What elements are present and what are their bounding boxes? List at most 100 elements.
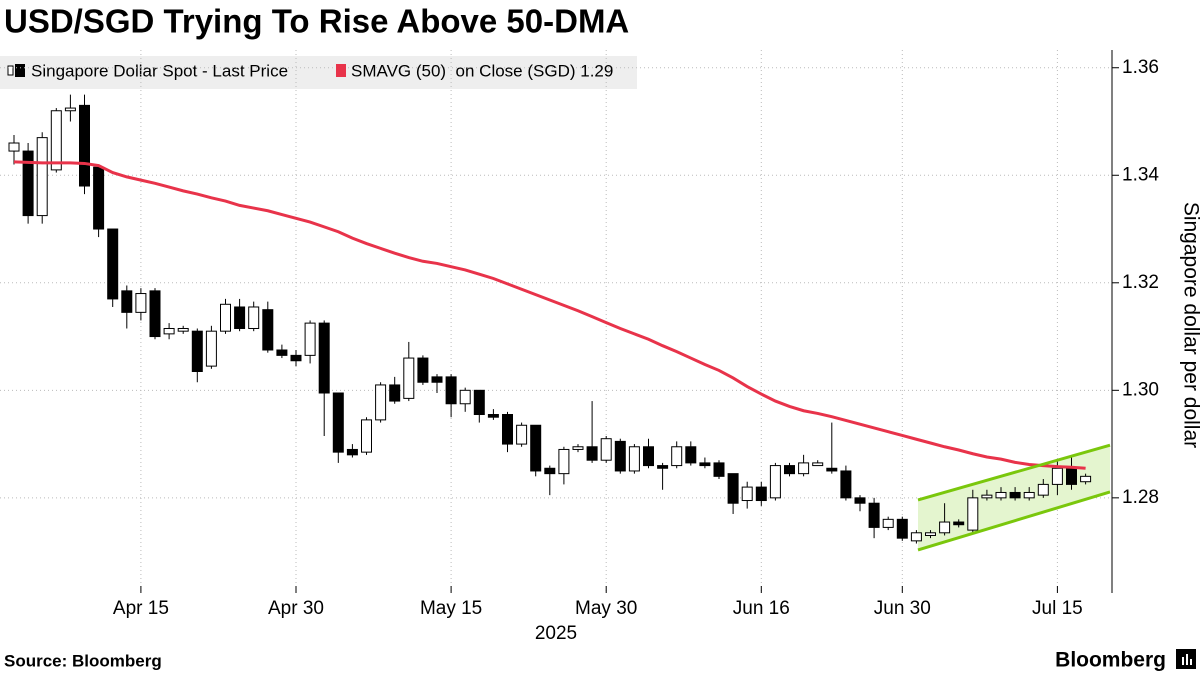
source: Source: Bloomberg (4, 651, 162, 670)
candle-body (135, 293, 147, 313)
y-tick-label: 1.36 (1122, 57, 1159, 78)
candle-body (473, 389, 485, 416)
candle-body (403, 357, 415, 399)
brand-icon-bar (1190, 659, 1192, 665)
candle-body (361, 419, 372, 453)
candle-body (530, 424, 542, 472)
y-tick-label: 1.28 (1122, 487, 1159, 508)
candle-body (375, 384, 387, 421)
chart-title: USD/SGD Trying To Rise Above 50-DMA (4, 3, 629, 40)
legend-label: SMAVG (50) on Close (SGD) 1.29 (351, 61, 613, 80)
candle-body (586, 446, 598, 461)
candle-body (431, 376, 443, 383)
candle-body (332, 392, 344, 453)
brand: Bloomberg (1055, 649, 1166, 672)
candle-body (8, 142, 20, 152)
candle-body (346, 448, 358, 456)
candle-body (826, 467, 838, 472)
x-tick-label: Jun 30 (874, 598, 931, 619)
candle-body (812, 462, 824, 467)
candle-body (953, 521, 965, 526)
candle-body (79, 104, 90, 187)
candle-body (558, 448, 570, 475)
candle-body (769, 465, 781, 499)
candle-body (220, 303, 231, 332)
candle-body (36, 137, 48, 217)
candle-body (727, 473, 739, 504)
candle-body (939, 521, 951, 534)
candle-body (22, 150, 34, 217)
y-tick-label: 1.32 (1122, 272, 1159, 293)
candle-body (981, 494, 993, 499)
candle-body (304, 322, 316, 356)
candle-body (925, 532, 936, 536)
x-axis-year: 2025 (535, 623, 577, 644)
candle-body (205, 330, 217, 367)
legend-background (0, 56, 637, 89)
legend-icon-up (7, 65, 14, 76)
candle-body (149, 290, 161, 338)
candle-body (276, 349, 288, 356)
candle-body (671, 446, 683, 467)
brand-icon-bar (1182, 657, 1184, 665)
candle-body (910, 532, 922, 542)
candle-body (64, 107, 76, 112)
legend-icon-sma (336, 64, 346, 77)
candle-body (459, 389, 471, 405)
candle-body (50, 110, 62, 171)
candle-body (628, 446, 640, 472)
candle-body (544, 467, 556, 475)
candle-body (755, 486, 767, 502)
x-tick-label: May 15 (420, 598, 482, 619)
candle-body (1080, 475, 1092, 483)
legend-label: Singapore Dollar Spot - Last Price (31, 61, 288, 80)
candle-body (784, 465, 795, 475)
candle-body (487, 414, 499, 418)
candle-body (713, 462, 725, 477)
channel-lower (917, 490, 1111, 552)
candle-body (290, 354, 302, 362)
candle-body (445, 376, 457, 405)
candle-body (643, 446, 654, 467)
x-tick-label: Apr 15 (113, 598, 169, 619)
candle-body (967, 497, 979, 531)
candle-body (882, 518, 894, 528)
candle-body (163, 327, 175, 335)
candle-body (107, 228, 119, 300)
candle-body (657, 465, 669, 469)
candle-body (1023, 491, 1035, 499)
x-tick-label: Jun 16 (733, 598, 790, 619)
y-tick-label: 1.34 (1122, 164, 1159, 185)
candle-body (516, 424, 528, 445)
candle-body (502, 414, 513, 445)
x-tick-label: Apr 30 (268, 598, 324, 619)
candle-body (318, 322, 330, 394)
candle-body (1066, 467, 1077, 485)
x-tick-label: May 30 (575, 598, 637, 619)
candle-body (699, 462, 711, 467)
sma-line (13, 160, 1086, 470)
candle-body (600, 438, 612, 461)
candle-body (868, 502, 880, 528)
candle-body (614, 440, 626, 472)
x-tick-label: Jul 15 (1032, 598, 1083, 619)
candle-body (572, 446, 584, 450)
candle-body (93, 166, 105, 230)
candle-body (121, 290, 133, 313)
candle-body (1037, 483, 1049, 496)
y-tick-label: 1.30 (1122, 379, 1159, 400)
candle-body (741, 486, 753, 502)
candle-body (262, 309, 274, 351)
candle-body (685, 446, 697, 464)
channel-upper (917, 443, 1111, 502)
candle-body (896, 518, 908, 539)
legend-icon-down (15, 64, 25, 77)
candle-body (248, 306, 260, 329)
candle-body (995, 491, 1007, 499)
candle-body (234, 306, 246, 329)
candle-body (854, 497, 866, 504)
candle-body (389, 384, 401, 402)
candle-body (191, 330, 203, 372)
y-axis-title: Singapore dollar per dollar (1179, 202, 1200, 448)
